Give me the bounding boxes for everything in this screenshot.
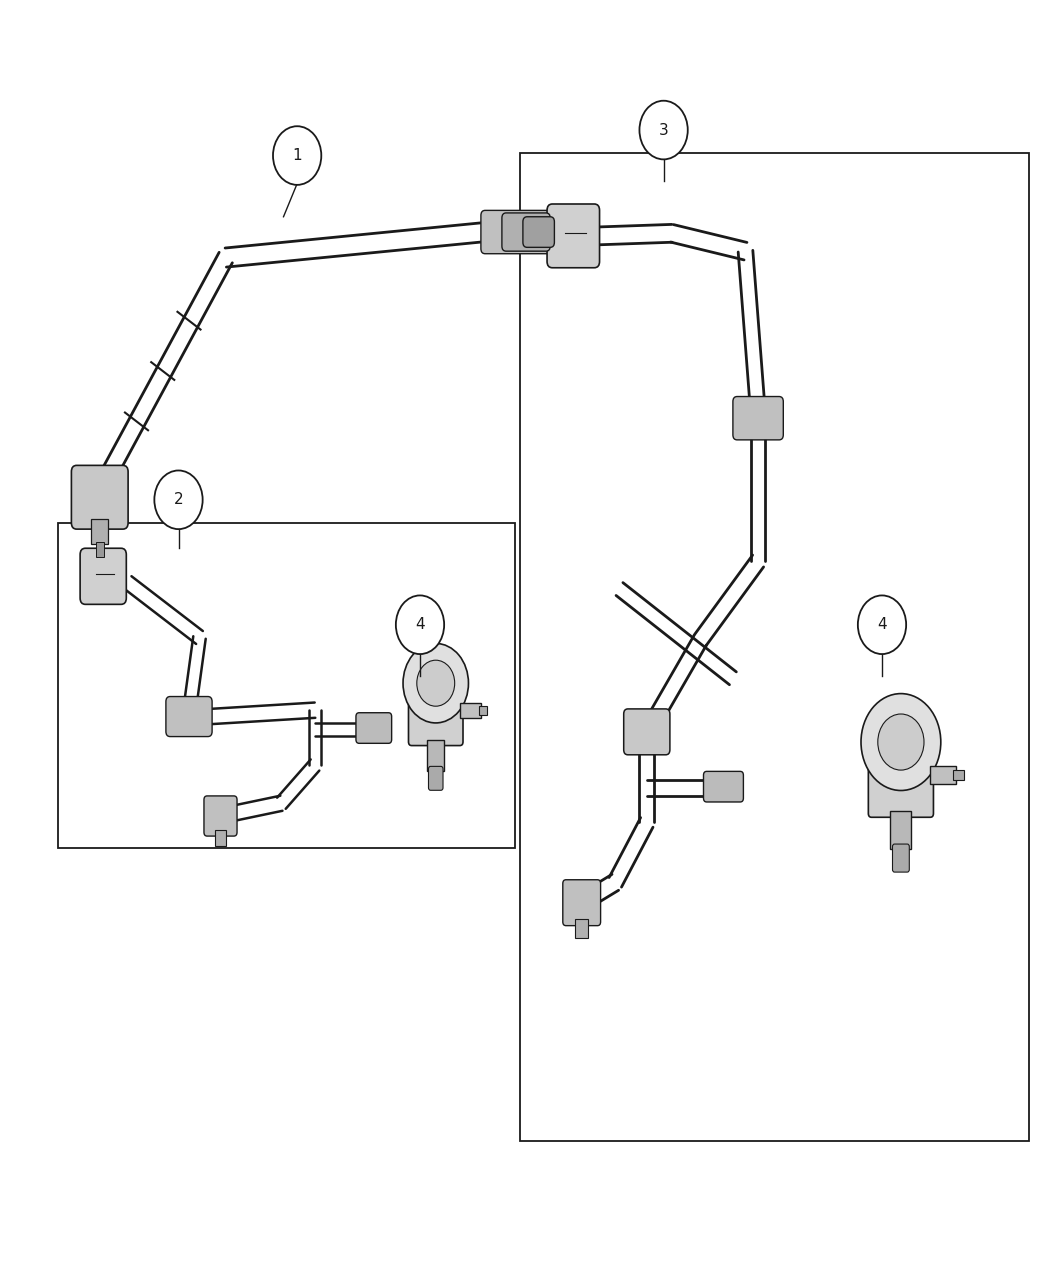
FancyBboxPatch shape [166, 696, 212, 737]
Circle shape [396, 595, 444, 654]
FancyBboxPatch shape [547, 204, 600, 268]
Bar [575, 919, 588, 938]
FancyBboxPatch shape [704, 771, 743, 802]
FancyBboxPatch shape [733, 397, 783, 440]
FancyBboxPatch shape [408, 676, 463, 746]
FancyBboxPatch shape [80, 548, 126, 604]
Text: 1: 1 [292, 148, 302, 163]
Circle shape [417, 660, 455, 706]
FancyBboxPatch shape [204, 796, 237, 836]
Bar [96, 542, 104, 557]
Bar [890, 811, 911, 849]
Bar [91, 519, 108, 544]
Bar [460, 703, 481, 718]
FancyBboxPatch shape [481, 210, 552, 254]
Circle shape [858, 595, 906, 654]
Bar [427, 740, 444, 771]
FancyBboxPatch shape [563, 880, 601, 926]
Bar [215, 830, 226, 847]
Circle shape [154, 470, 203, 529]
FancyBboxPatch shape [428, 766, 443, 790]
Text: 3: 3 [658, 122, 669, 138]
Bar [930, 766, 956, 784]
Bar [58, 523, 514, 848]
Bar [479, 706, 487, 714]
FancyBboxPatch shape [868, 733, 933, 817]
Circle shape [861, 694, 941, 790]
Text: 4: 4 [877, 617, 887, 632]
Circle shape [639, 101, 688, 159]
Circle shape [878, 714, 924, 770]
FancyBboxPatch shape [624, 709, 670, 755]
FancyBboxPatch shape [892, 844, 909, 872]
Text: 4: 4 [415, 617, 425, 632]
FancyBboxPatch shape [71, 465, 128, 529]
Bar [520, 153, 1029, 1141]
FancyBboxPatch shape [502, 213, 550, 251]
Bar [953, 770, 964, 780]
Text: 2: 2 [173, 492, 184, 507]
Circle shape [273, 126, 321, 185]
FancyBboxPatch shape [523, 217, 554, 247]
Circle shape [403, 644, 468, 723]
FancyBboxPatch shape [356, 713, 392, 743]
